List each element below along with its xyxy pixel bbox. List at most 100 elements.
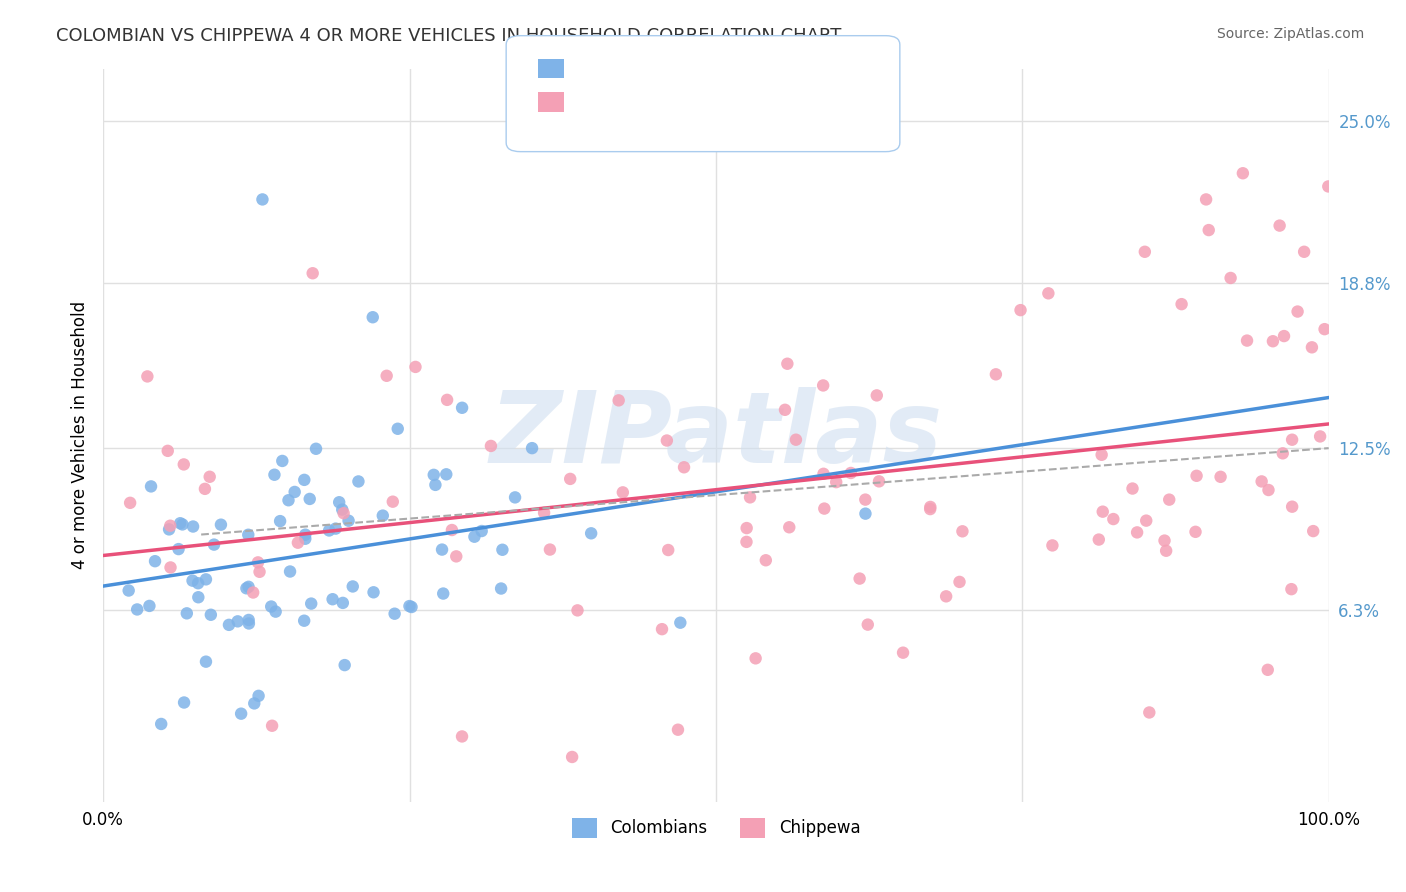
Chippewa — [301, 266, 323, 280]
Chippewa — [1236, 334, 1258, 348]
Chippewa — [657, 543, 679, 558]
Chippewa — [567, 603, 589, 617]
Chippewa — [1301, 340, 1323, 354]
Text: 0.145: 0.145 — [612, 92, 668, 110]
Chippewa — [1281, 433, 1303, 447]
Colombians — [238, 613, 260, 627]
Chippewa — [262, 719, 284, 733]
Colombians — [284, 485, 307, 500]
Colombians — [292, 473, 315, 487]
Colombians — [181, 574, 204, 588]
Colombians — [384, 607, 406, 621]
Chippewa — [952, 524, 974, 539]
Colombians — [423, 467, 446, 482]
Chippewa — [1184, 524, 1206, 539]
Chippewa — [655, 434, 678, 448]
Chippewa — [405, 359, 427, 374]
Text: Source: ZipAtlas.com: Source: ZipAtlas.com — [1216, 27, 1364, 41]
Chippewa — [813, 501, 835, 516]
Colombians — [579, 526, 602, 541]
Chippewa — [1232, 166, 1254, 180]
Colombians — [337, 514, 360, 528]
Colombians — [294, 532, 316, 546]
Chippewa — [1250, 475, 1272, 489]
Chippewa — [853, 492, 876, 507]
Chippewa — [1281, 500, 1303, 514]
Y-axis label: 4 or more Vehicles in Household: 4 or more Vehicles in Household — [72, 301, 89, 569]
Colombians — [143, 554, 166, 568]
Chippewa — [1219, 271, 1241, 285]
Chippewa — [825, 475, 848, 490]
Colombians — [322, 592, 344, 607]
Chippewa — [866, 388, 889, 402]
Chippewa — [1010, 303, 1032, 318]
Colombians — [187, 576, 209, 591]
Chippewa — [984, 368, 1007, 382]
Chippewa — [651, 622, 673, 636]
Chippewa — [1195, 193, 1218, 207]
Colombians — [520, 441, 543, 455]
Chippewa — [246, 555, 269, 569]
Chippewa — [1257, 483, 1279, 497]
Chippewa — [287, 535, 309, 549]
Chippewa — [1088, 533, 1111, 547]
Colombians — [187, 591, 209, 605]
Chippewa — [776, 357, 799, 371]
Colombians — [669, 615, 692, 630]
Colombians — [138, 599, 160, 613]
Colombians — [194, 655, 217, 669]
Colombians — [139, 479, 162, 493]
Chippewa — [735, 534, 758, 549]
Colombians — [471, 524, 494, 538]
Chippewa — [120, 496, 142, 510]
Chippewa — [1135, 514, 1157, 528]
Colombians — [247, 689, 270, 703]
Chippewa — [856, 617, 879, 632]
Text: R =: R = — [574, 56, 613, 74]
Chippewa — [1153, 533, 1175, 548]
Colombians — [243, 697, 266, 711]
Colombians — [271, 454, 294, 468]
Colombians — [181, 519, 204, 533]
Chippewa — [1309, 429, 1331, 443]
Colombians — [238, 528, 260, 542]
Colombians — [231, 706, 253, 721]
Chippewa — [159, 518, 181, 533]
Colombians — [330, 502, 353, 516]
Colombians — [277, 493, 299, 508]
Colombians — [305, 442, 328, 456]
Chippewa — [839, 466, 862, 480]
Colombians — [169, 516, 191, 531]
Chippewa — [920, 502, 942, 516]
Chippewa — [381, 494, 404, 508]
Chippewa — [935, 590, 957, 604]
Colombians — [209, 517, 232, 532]
Colombians — [401, 599, 423, 614]
Chippewa — [1121, 482, 1143, 496]
Colombians — [252, 193, 274, 207]
Chippewa — [1091, 505, 1114, 519]
Colombians — [260, 599, 283, 614]
Colombians — [263, 467, 285, 482]
Chippewa — [1271, 446, 1294, 460]
Chippewa — [538, 542, 561, 557]
Text: 0.114: 0.114 — [612, 56, 668, 74]
Chippewa — [1198, 223, 1220, 237]
Chippewa — [948, 574, 970, 589]
Colombians — [463, 530, 485, 544]
Colombians — [176, 607, 198, 621]
Colombians — [371, 508, 394, 523]
Colombians — [269, 514, 291, 528]
Chippewa — [375, 368, 398, 383]
Colombians — [118, 583, 141, 598]
Chippewa — [1286, 304, 1309, 318]
Colombians — [200, 607, 222, 622]
Colombians — [202, 538, 225, 552]
Colombians — [503, 491, 526, 505]
Chippewa — [735, 521, 758, 535]
Colombians — [173, 696, 195, 710]
Chippewa — [1126, 525, 1149, 540]
Chippewa — [1137, 706, 1160, 720]
Colombians — [218, 618, 240, 632]
Colombians — [172, 517, 194, 532]
